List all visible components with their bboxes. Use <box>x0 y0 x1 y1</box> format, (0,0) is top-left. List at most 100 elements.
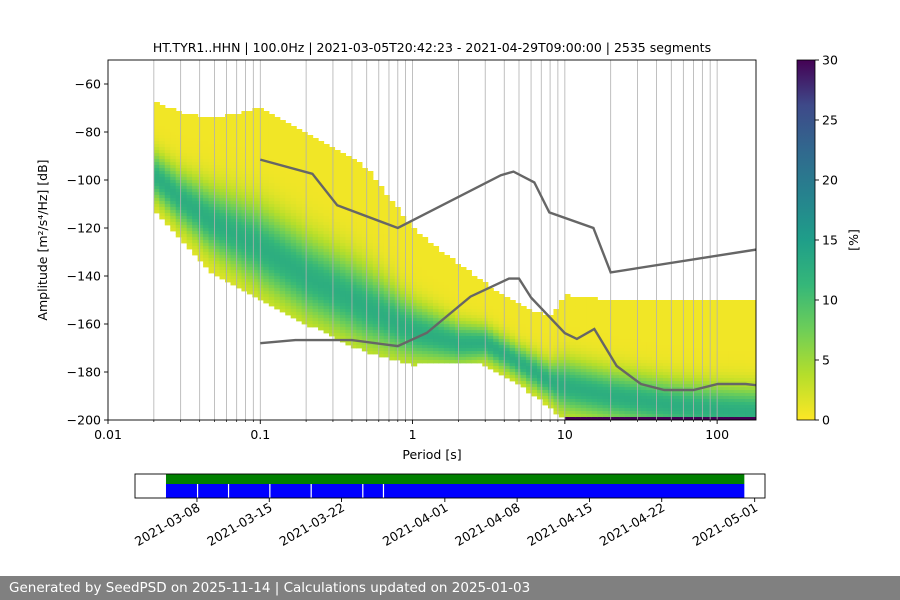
heatmap-cell <box>296 303 303 307</box>
heatmap-cell <box>476 297 483 301</box>
heatmap-cell <box>345 294 352 298</box>
heatmap-cell <box>301 159 308 163</box>
heatmap-cell <box>186 219 193 223</box>
heatmap-cell <box>192 132 199 136</box>
heatmap-cell <box>569 399 576 403</box>
heatmap-cell <box>356 252 363 256</box>
heatmap-cell <box>367 309 374 313</box>
heatmap-cell <box>454 303 461 307</box>
heatmap-cell <box>252 228 259 232</box>
heatmap-cell <box>695 405 702 409</box>
heatmap-cell <box>350 219 357 223</box>
heatmap-cell <box>558 357 565 361</box>
heatmap-cell <box>197 147 204 151</box>
heatmap-cell <box>301 291 308 295</box>
heatmap-cell <box>493 321 500 325</box>
heatmap-cell <box>422 324 429 328</box>
heatmap-cell <box>641 354 648 358</box>
heatmap-cell <box>564 384 571 388</box>
heatmap-cell <box>569 402 576 406</box>
heatmap-cell <box>422 285 429 289</box>
heatmap-cell <box>170 162 177 166</box>
heatmap-cell <box>564 417 571 420</box>
heatmap-cell <box>416 267 423 271</box>
heatmap-cell <box>422 354 429 358</box>
heatmap-cell <box>717 330 724 334</box>
heatmap-cell <box>307 198 314 202</box>
heatmap-cell <box>597 333 604 337</box>
heatmap-cell <box>613 360 620 364</box>
heatmap-cell <box>361 189 368 193</box>
heatmap-cell <box>400 258 407 262</box>
heatmap-cell <box>608 375 615 379</box>
heatmap-cell <box>301 279 308 283</box>
heatmap-cell <box>405 228 412 232</box>
heatmap-cell <box>454 291 461 295</box>
heatmap-cell <box>405 351 412 355</box>
heatmap-cell <box>591 375 598 379</box>
heatmap-cell <box>367 297 374 301</box>
heatmap-cell <box>208 252 215 256</box>
heatmap-cell <box>602 306 609 310</box>
heatmap-cell <box>745 315 752 319</box>
heatmap-cell <box>356 195 363 199</box>
heatmap-cell <box>323 150 330 154</box>
heatmap-cell <box>613 387 620 391</box>
heatmap-cell <box>405 231 412 235</box>
heatmap-cell <box>389 357 396 361</box>
heatmap-cell <box>274 273 281 277</box>
heatmap-cell <box>279 120 286 124</box>
heatmap-cell <box>389 294 396 298</box>
heatmap-cell <box>181 144 188 148</box>
heatmap-cell <box>597 324 604 328</box>
heatmap-cell <box>438 300 445 304</box>
heatmap-cell <box>547 336 555 340</box>
heatmap-cell <box>504 318 511 322</box>
heatmap-cell <box>361 288 368 292</box>
heatmap-cell <box>717 318 724 322</box>
heatmap-cell <box>252 129 259 133</box>
heatmap-cell <box>290 234 297 238</box>
heatmap-cell <box>498 348 505 352</box>
heatmap-cell <box>531 318 538 322</box>
heatmap-cell <box>339 180 347 184</box>
heatmap-cell <box>301 264 308 268</box>
heatmap-cell <box>367 180 374 184</box>
heatmap-cell <box>591 348 598 352</box>
heatmap-cell <box>509 360 516 364</box>
heatmap-cell <box>296 279 303 283</box>
heatmap-cell <box>225 165 232 169</box>
heatmap-cell <box>241 120 248 124</box>
heatmap-cell <box>290 150 297 154</box>
heatmap-cell <box>454 336 461 340</box>
heatmap-cell <box>509 378 516 382</box>
heatmap-cell <box>405 240 412 244</box>
heatmap-cell <box>383 276 390 280</box>
heatmap-cell <box>405 252 412 256</box>
heatmap-cell <box>175 159 182 163</box>
heatmap-cell <box>164 141 171 145</box>
heatmap-cell <box>312 210 319 214</box>
heatmap-cell <box>356 249 363 253</box>
heatmap-cell <box>657 345 664 349</box>
heatmap-cell <box>460 336 467 340</box>
heatmap-cell <box>279 267 286 271</box>
heatmap-cell <box>597 318 604 322</box>
heatmap-cell <box>454 339 461 343</box>
heatmap-cell <box>318 321 325 325</box>
heatmap-cell <box>372 276 379 280</box>
heatmap-cell <box>318 303 325 307</box>
heatmap-cell <box>679 411 686 415</box>
heatmap-cell <box>405 345 412 349</box>
heatmap-cell <box>350 306 357 310</box>
heatmap-cell <box>361 267 368 271</box>
heatmap-cell <box>296 225 303 229</box>
heatmap-cell <box>329 150 336 154</box>
heatmap-cell <box>225 183 232 187</box>
heatmap-cell <box>651 351 659 355</box>
heatmap-cell <box>712 399 719 403</box>
heatmap-cell <box>602 390 609 394</box>
heatmap-cell <box>750 366 756 370</box>
heatmap-cell <box>246 126 253 130</box>
heatmap-cell <box>219 147 226 151</box>
